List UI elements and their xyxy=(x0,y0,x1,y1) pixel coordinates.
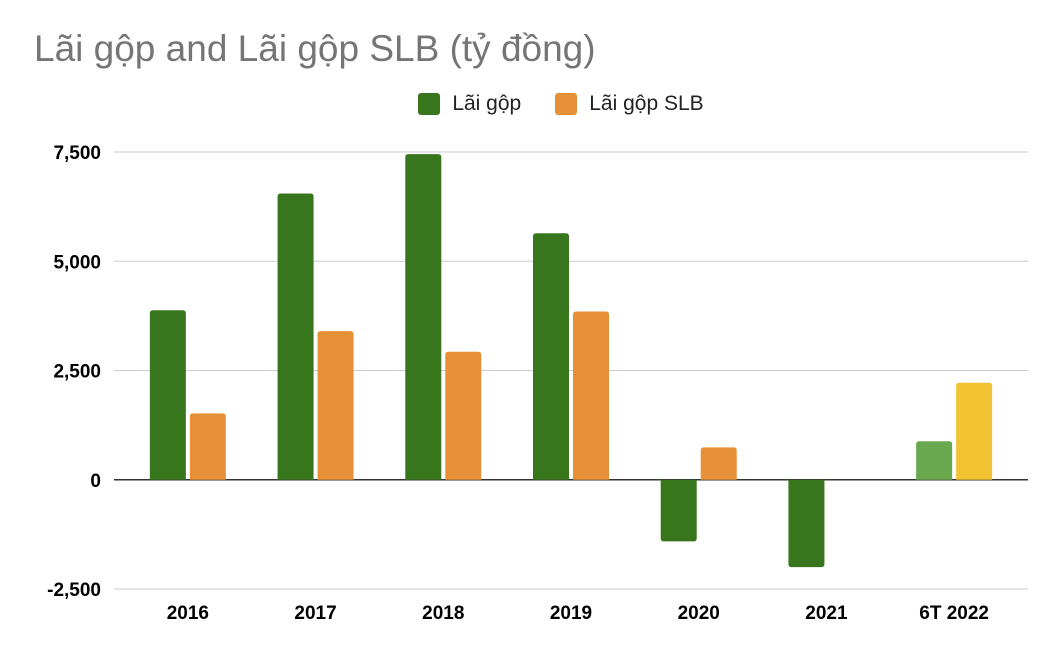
legend-item-series-1: Lãi gộp xyxy=(418,92,521,116)
x-tick-label: 2019 xyxy=(550,603,592,624)
x-tick-label: 2018 xyxy=(422,603,464,624)
bar-series-1 xyxy=(788,479,825,568)
y-tick-label: 5,000 xyxy=(53,252,101,273)
x-tick-label: 6T 2022 xyxy=(919,603,989,624)
x-tick-label: 2020 xyxy=(678,603,720,624)
legend-label-series-2: Lãi gộp SLB xyxy=(589,92,704,115)
bar-series-1 xyxy=(660,479,697,542)
y-tick-label: 7,500 xyxy=(53,143,101,164)
y-tick-label: -2,500 xyxy=(47,580,101,601)
bar-series-2 xyxy=(700,447,737,480)
y-tick-label: 2,500 xyxy=(53,362,101,383)
x-tick-label: 2021 xyxy=(805,603,848,624)
bar-series-2 xyxy=(956,382,993,480)
legend-label-series-1: Lãi gộp xyxy=(452,92,522,115)
y-tick-label: 0 xyxy=(90,471,101,492)
bar-series-1 xyxy=(916,441,953,480)
bar-series-2 xyxy=(189,413,226,480)
legend-swatch-series-2 xyxy=(555,93,578,115)
legend-swatch-series-1 xyxy=(418,93,441,115)
x-tick-label: 2016 xyxy=(167,603,209,624)
bar-series-1 xyxy=(405,154,442,480)
legend: Lãi gộp Lãi gộp SLB xyxy=(0,92,1062,116)
bar-series-1 xyxy=(149,310,186,480)
bar-series-2 xyxy=(573,311,609,480)
bar-series-2 xyxy=(317,331,354,480)
bar-series-1 xyxy=(533,233,569,480)
chart-title: Lãi gộp and Lãi gộp SLB (tỷ đồng) xyxy=(34,28,596,69)
legend-item-series-2: Lãi gộp SLB xyxy=(555,92,704,116)
x-tick-label: 2017 xyxy=(294,603,336,624)
bar-series-2 xyxy=(445,351,482,480)
bar-series-1 xyxy=(277,193,314,480)
